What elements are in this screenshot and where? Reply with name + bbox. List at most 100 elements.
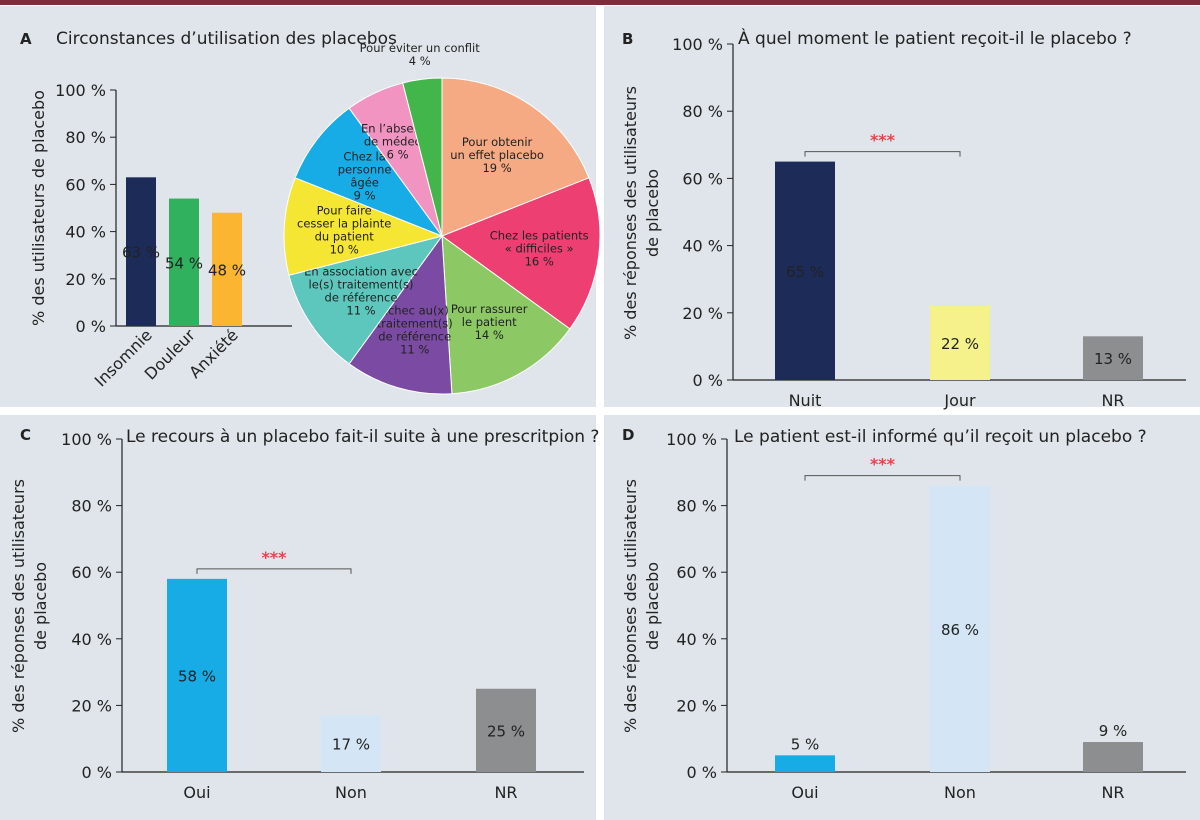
panel-c-category-label: Non (335, 783, 367, 802)
panel-a-value-label: 63 % (122, 244, 160, 262)
panel-b-significance-bracket (804, 151, 961, 157)
panel-d-category-label: Oui (791, 783, 818, 802)
panel-a-value-label: 48 % (208, 261, 246, 279)
panel-a-value-label: 54 % (165, 254, 203, 272)
panel-d-value-label: 5 % (791, 735, 820, 753)
panel-b-ytick-label: 100 % (672, 35, 723, 54)
pie-slice-label-line: 14 % (475, 328, 504, 342)
panel-c-ytick-label: 80 % (71, 497, 112, 516)
panel-a-title: Circonstances d’utilisation des placebos (56, 29, 397, 49)
pie-slice-label-line: 10 % (330, 242, 359, 256)
panel-c-ytick-label: 60 % (71, 563, 112, 582)
panel-c-value-label: 17 % (332, 736, 370, 754)
panel-a-ytick-label: 80 % (65, 128, 106, 147)
panel-b-ylabel: % des réponses des utilisateurs (621, 86, 640, 340)
panel-d-value-label: 9 % (1099, 722, 1128, 740)
panel-c-significance-stars: *** (261, 548, 287, 567)
pie-slice-label-line: 19 % (482, 161, 511, 175)
pie-slice-label: Pour obtenir un effet placebo 19 % (450, 135, 544, 175)
panel-a-ytick-label: 40 % (65, 223, 106, 242)
panel-c-bar-non (321, 715, 381, 772)
pie-slice-8 (402, 77, 443, 237)
pie-slice-label: Chez la personne âgée 9 % (338, 150, 392, 203)
pie-slice-label-line: Chez la (343, 150, 385, 164)
pie-slice-label-line: de médecin (364, 135, 432, 149)
panel-d-category-label: Non (944, 783, 976, 802)
panel-a-bar-insomnie (126, 177, 156, 326)
panel-d-ytick-label: 0 % (687, 763, 717, 782)
pie-slice-label-line: En association avec (304, 265, 418, 279)
panel-a-bar-anxiété (212, 212, 242, 326)
panel-b-bar-chart: 0 % 20 % 40 % 60 % 80 % 100 % 65 % Nuit 22 % Jour… (621, 35, 1186, 410)
pie-slice-3 (348, 234, 453, 395)
pie-slice-5 (283, 177, 444, 276)
panel-d-bar-non (930, 485, 990, 772)
pie-slice-label-line: âgée (350, 176, 379, 190)
pie-slice-label-line: personne (338, 163, 392, 177)
panel-b-ytick-label: 40 % (682, 237, 723, 256)
pie-slice-label-line: 11 % (400, 343, 429, 357)
pie-slice-label-line: Pour éviter un conflit (360, 41, 481, 55)
panel-b-ylabel: de placebo (643, 169, 662, 257)
pie-slice-label-line: 9 % (354, 189, 376, 203)
panel-c-category-label: NR (494, 783, 517, 802)
pie-slice-label: Pour éviter un conflit 4 % (360, 41, 481, 68)
panel-d-title: Le patient est-il informé qu’il reçoit u… (734, 427, 1147, 447)
panel-d-significance-stars: *** (870, 455, 896, 474)
panel-b-category-label: NR (1101, 391, 1124, 410)
panel-d-ytick-label: 80 % (676, 497, 717, 516)
panel-d-significance-bracket (804, 475, 961, 481)
panel-b-value-label: 65 % (786, 263, 824, 281)
pie-slice-label-line: Pour faire (317, 203, 372, 217)
pie-slice-label-line: Pour obtenir (462, 135, 533, 149)
panel-c-bar-oui (167, 578, 227, 772)
pie-slice-label-line: « difficiles » (505, 241, 574, 255)
panel-c-bar-nr (476, 688, 536, 772)
pie-slice-label-line: Chez les patients (490, 228, 589, 242)
panel-letter-c: C (20, 426, 31, 444)
panel-a-bar-douleur (169, 198, 199, 326)
pie-slice-label-line: Pour rassurer (451, 302, 528, 316)
panel-d-bar-oui (775, 755, 835, 772)
panel-a-ytick-label: 20 % (65, 270, 106, 289)
pie-slice-label: Pour rassurer le patient 14 % (451, 302, 528, 342)
panel-a-pie-chart: Pour obtenir un effet placebo 19 % Chez les… (283, 41, 601, 395)
pie-slice-label-line: le(s) traitement(s) (309, 278, 414, 292)
panel-b-bar-jour (930, 306, 990, 380)
panel-c-value-label: 25 % (487, 722, 525, 740)
panel-letter-b: B (622, 30, 633, 48)
panel-a-ylabel: % des utilisateurs de placebo (29, 90, 48, 326)
pie-slice-label: Pour faire cesser la plainte du patient 10 … (297, 203, 391, 256)
panel-b-ytick-label: 0 % (693, 371, 723, 390)
pie-slice-label-line: 4 % (409, 54, 431, 68)
panel-a-ytick-label: 0 % (76, 317, 106, 336)
pie-slice-label-line: 6 % (387, 148, 409, 162)
panel-b-significance-stars: *** (870, 131, 896, 150)
panel-d-ytick-label: 60 % (676, 563, 717, 582)
panel-b-category-label: Nuit (789, 391, 822, 410)
panel-c-ytick-label: 0 % (82, 763, 112, 782)
panel-c-ylabel: % des réponses des utilisateurs (9, 479, 28, 733)
panel-c-significance-bracket (196, 568, 352, 574)
panel-c-title: Le recours à un placebo fait-il suite à … (126, 427, 599, 447)
pie-slice-4 (288, 235, 444, 365)
panel-b-ytick-label: 60 % (682, 169, 723, 188)
pie-slice-6 (294, 107, 444, 238)
panel-d-category-label: NR (1101, 783, 1124, 802)
panel-b-ytick-label: 20 % (682, 304, 723, 323)
panel-c-ytick-label: 20 % (71, 696, 112, 715)
panel-d-ytick-label: 20 % (676, 696, 717, 715)
panel-b-ytick-label: 80 % (682, 102, 723, 121)
panel-d-ytick-label: 100 % (666, 430, 717, 449)
panel-d-bar-nr (1083, 742, 1143, 772)
panel-c-value-label: 58 % (178, 667, 216, 685)
panel-letter-a: A (20, 30, 32, 48)
panel-d-bar-chart: 0 % 20 % 40 % 60 % 80 % 100 % 5 % Oui 86 % Non 9 %… (621, 430, 1186, 802)
pie-slice-label-line: du patient (315, 229, 375, 243)
pie-slice-label-line: le patient (462, 315, 517, 329)
pie-slice-label: Chez les patients « difficiles » 16 % (490, 228, 589, 268)
panel-c-ytick-label: 100 % (61, 430, 112, 449)
panel-b-bar-nr (1083, 336, 1143, 380)
panel-b-title: À quel moment le patient reçoit-il le pl… (738, 27, 1132, 49)
